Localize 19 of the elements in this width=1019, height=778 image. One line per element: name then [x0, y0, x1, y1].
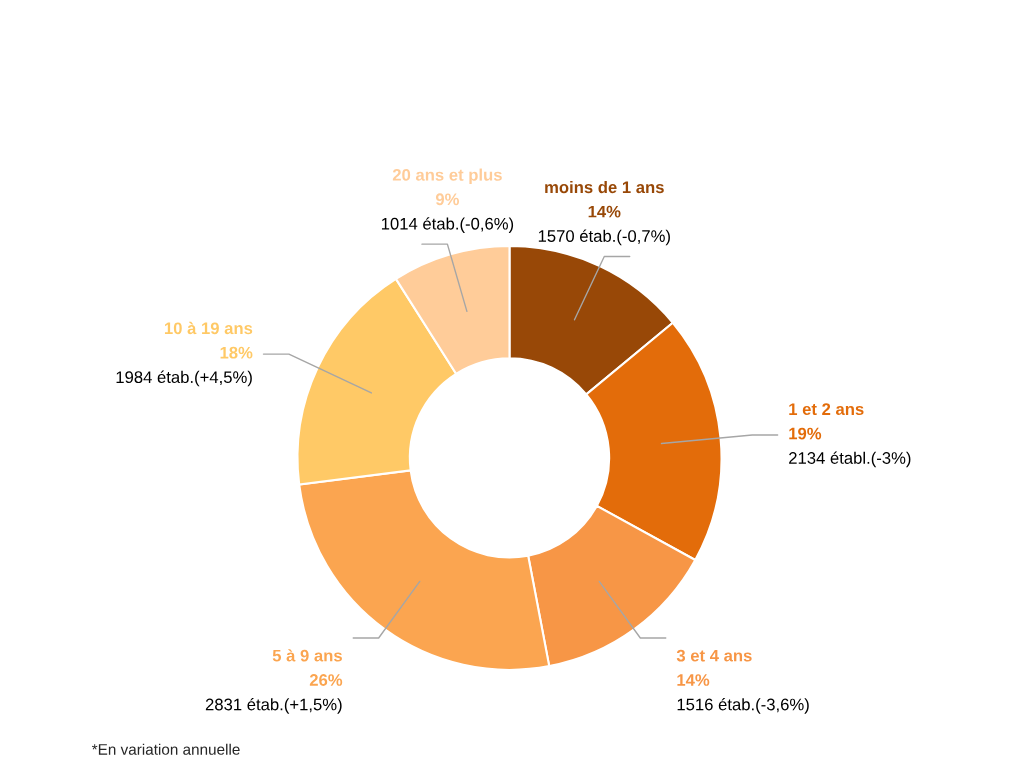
slice-label: 10 à 19 ans — [164, 321, 253, 335]
data-label: 18% — [220, 346, 253, 359]
slice-label: 5 à 9 ans — [272, 649, 342, 662]
slice-label: 1 et 2 ans — [789, 403, 864, 416]
data-label: 26% — [309, 674, 343, 686]
slice-label: moins de 1 ans — [545, 180, 664, 194]
text: 1984 étab.(+4,5%) — [116, 370, 252, 387]
text: 2134 établ.(-3%) — [789, 451, 911, 468]
data-label: 14% — [588, 205, 621, 218]
text: 1014 étab.(-0,6%) — [381, 217, 514, 233]
text: *En variation annuelle — [91, 743, 240, 755]
text: 2831 étab.(+1,5%) — [205, 697, 342, 714]
data-label: 14% — [677, 674, 710, 686]
data-label: 9% — [435, 193, 459, 206]
data-label: 19% — [789, 427, 822, 440]
slice-label: 3 et 4 ans — [676, 649, 752, 662]
text: 1516 étab.(-3,6%) — [677, 697, 809, 714]
text: 1570 étab.(-0,7%) — [538, 229, 670, 246]
slice-label: 20 ans et plus — [392, 168, 502, 185]
